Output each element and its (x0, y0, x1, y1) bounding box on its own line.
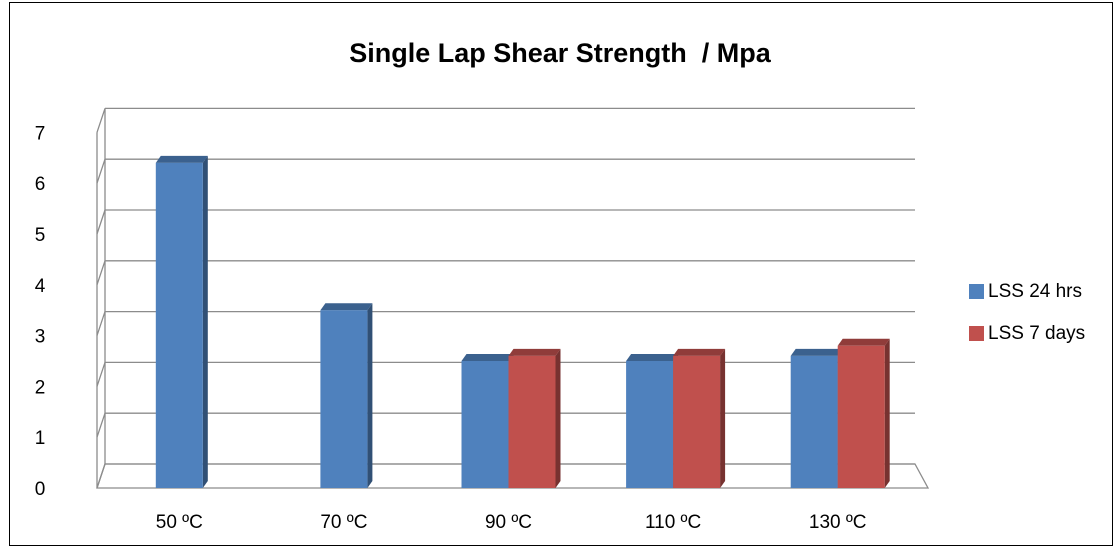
bar-top-face (461, 354, 514, 361)
bar-top-face (837, 338, 890, 346)
bar-top-face (508, 348, 561, 356)
chart-title: Single Lap Shear Strength / Mpa (349, 38, 771, 68)
bar-top-face (320, 303, 373, 311)
bar-side-face (720, 348, 726, 488)
legend-item-series-2: LSS 7 days (969, 322, 1085, 345)
bar-side-face (555, 348, 561, 488)
legend-swatch-series-2 (969, 326, 984, 341)
y-tick-label: 3 (35, 327, 46, 348)
x-tick-label: 110 ºC (645, 512, 701, 533)
legend-item-series-1: LSS 24 hrs (969, 280, 1085, 303)
bar-lss-24-hrs (461, 361, 509, 488)
x-tick-label: 50 ºC (156, 512, 203, 533)
x-tick-label: 90 ºC (485, 512, 532, 533)
y-tick-label: 2 (35, 377, 46, 398)
side-wall-depth-line (96, 362, 106, 387)
x-tick-label: 70 ºC (320, 512, 367, 533)
y-tick-label: 6 (35, 174, 46, 195)
bar-top-face (626, 354, 679, 361)
side-wall-depth-line (96, 209, 106, 235)
bar-side-face (202, 155, 208, 488)
bar-lss-7-days (837, 345, 885, 488)
bar-top-face (790, 348, 843, 356)
y-tick-label: 1 (35, 428, 46, 449)
x-tick-label: 130 ºC (809, 512, 867, 533)
bar-lss-7-days (508, 355, 556, 488)
chart-legend: LSS 24 hrs LSS 7 days (969, 280, 1085, 364)
bar-lss-7-days (673, 355, 721, 488)
side-wall-depth-line (96, 108, 106, 133)
bar-side-face (367, 303, 373, 488)
bar-lss-24-hrs (626, 361, 674, 488)
legend-label-series-1: LSS 24 hrs (988, 280, 1082, 302)
legend-swatch-series-1 (969, 284, 984, 299)
side-wall-depth-line (96, 412, 106, 438)
bar-side-face (884, 338, 890, 488)
bar-top-face (673, 348, 726, 356)
y-tick-label: 5 (35, 225, 46, 246)
legend-label-series-2: LSS 7 days (988, 322, 1086, 344)
bar-lss-24-hrs (155, 162, 203, 488)
y-tick-label: 4 (35, 276, 46, 297)
bar-lss-24-hrs (320, 310, 368, 488)
side-wall-depth-line (96, 311, 106, 336)
side-wall-depth-line (96, 158, 106, 184)
bar-lss-24-hrs (790, 355, 838, 488)
bar-top-face (155, 155, 208, 163)
y-tick-label: 0 (35, 479, 46, 500)
y-tick-label: 7 (35, 123, 46, 144)
side-wall-depth-line (96, 260, 106, 286)
